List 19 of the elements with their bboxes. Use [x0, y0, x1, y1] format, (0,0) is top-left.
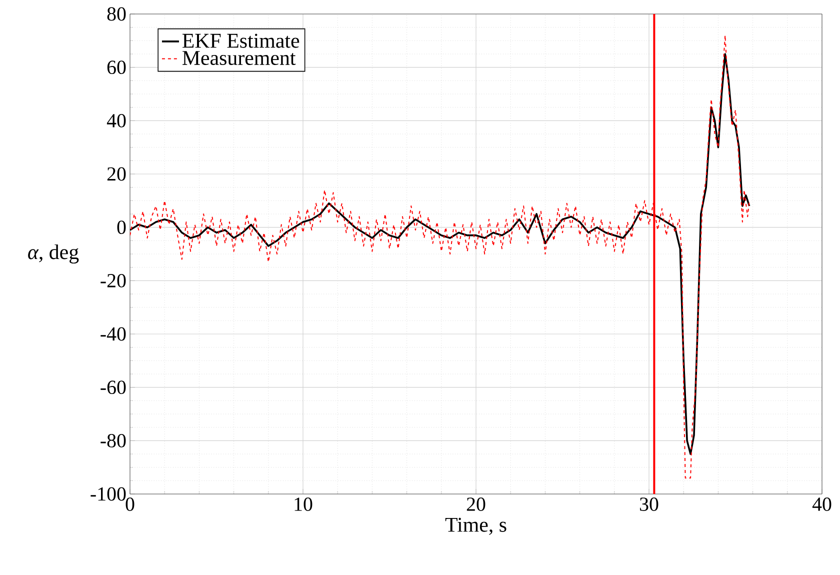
y-tick-label: 40 — [106, 114, 126, 128]
x-tick-label: 10 — [294, 498, 312, 511]
x-axis-title: Time, s — [445, 518, 506, 535]
y-tick-label: -100 — [90, 487, 126, 501]
y-axis-title: α, deg — [28, 244, 79, 264]
y-tick-label: -20 — [100, 274, 126, 288]
x-tick-label: 0 — [126, 498, 134, 511]
x-tick-label: 30 — [640, 498, 658, 511]
y-tick-label: 0 — [117, 220, 126, 234]
x-tick-label: 20 — [466, 498, 486, 511]
y-tick-label: -40 — [100, 327, 126, 341]
y-tick-label: 20 — [107, 167, 126, 181]
y-tick-label: 60 — [107, 60, 126, 74]
legend-label: Measurement — [182, 51, 296, 66]
y-tick-label: -80 — [100, 434, 126, 448]
legend-label: EKF Estimate — [182, 34, 300, 48]
x-tick-label: 40 — [812, 498, 832, 511]
y-tick-label: 80 — [107, 7, 126, 21]
y-tick-label: -60 — [100, 380, 126, 394]
